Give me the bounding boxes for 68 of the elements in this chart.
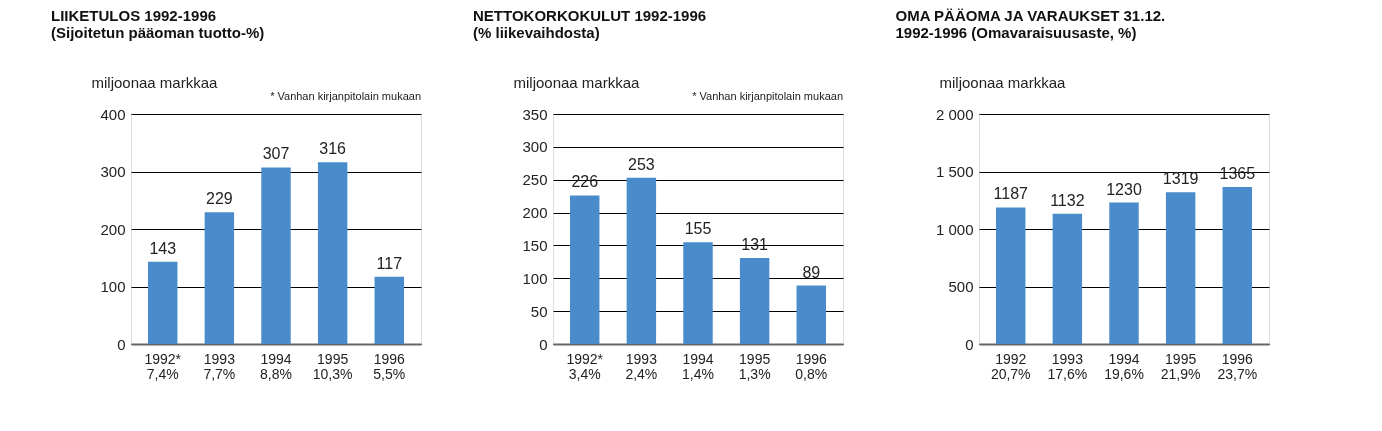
text: * Vanhan kirjanpitolain mukaan	[692, 90, 843, 102]
data-label: 1187	[993, 185, 1029, 203]
data-label: 1230	[1106, 180, 1142, 198]
bar	[683, 242, 713, 344]
x-tick-label: 1996 0,8%	[795, 350, 828, 382]
y-tick-label: 400	[100, 105, 126, 123]
y-axis-title: miljoonaa markkaa	[939, 73, 1067, 91]
x-tick-label: 1993 17,6%	[1047, 350, 1088, 382]
x-tick-label: 1992 20,7%	[990, 350, 1031, 382]
bar	[1052, 213, 1083, 344]
y-tick-label: 1 500	[935, 163, 974, 180]
x-tick-label: 1994 19,6%	[1104, 350, 1144, 382]
bar	[317, 162, 348, 344]
y-tick-label: 0	[539, 335, 548, 353]
x-tick-label: 1996 23,7%	[1217, 350, 1258, 382]
y-tick-label: 250	[522, 171, 548, 189]
bar	[147, 261, 178, 344]
data-label: 143	[149, 239, 177, 257]
data-label: 1319	[1162, 170, 1199, 188]
bar	[626, 177, 657, 344]
bar	[1165, 192, 1196, 344]
y-tick-label: 200	[522, 204, 548, 222]
y-tick-label: 0	[965, 335, 974, 353]
bar	[204, 212, 235, 344]
x-tick-label: 1993 2,4%	[625, 350, 658, 382]
y-tick-label: 0	[117, 335, 126, 353]
y-tick-label: 150	[522, 236, 548, 254]
data-label: 316	[319, 140, 347, 158]
bar	[261, 167, 291, 344]
data-label: 89	[802, 263, 821, 281]
y-axis-title: miljoonaa markkaa	[91, 73, 219, 91]
data-label: 117	[376, 254, 403, 272]
bar	[739, 257, 770, 344]
x-tick-label: 1994 1,4%	[682, 350, 714, 382]
bar	[1109, 202, 1139, 344]
y-tick-label: 1 000	[935, 220, 974, 238]
x-tick-label: 1992* 3,4%	[566, 350, 604, 382]
bar	[995, 207, 1026, 344]
x-tick-label: 1996 5,5%	[373, 350, 406, 382]
x-tick-label: 1995 10,3%	[312, 350, 353, 382]
data-label: 253	[628, 155, 655, 173]
bar	[796, 285, 827, 344]
data-label: 229	[206, 190, 233, 208]
data-label: 1132	[1050, 191, 1085, 209]
x-tick-label: 1993 7,7%	[203, 350, 236, 382]
chart-title: LIIKETULOS 1992-1996 (Sijoitetun pääoman tuotto-%)	[51, 7, 265, 41]
data-label: 307	[262, 145, 290, 163]
y-tick-label: 100	[100, 278, 126, 295]
y-tick-label: 2 000	[935, 105, 974, 123]
y-tick-label: 500	[948, 278, 974, 295]
y-tick-label: 350	[522, 105, 548, 123]
data-label: 155	[684, 220, 712, 238]
x-tick-label: 1992* 7,4%	[144, 350, 182, 382]
chart-title: NETTOKORKOKULUT 1992-1996 (% liikevaihdosta)	[473, 7, 707, 41]
bar	[1222, 187, 1253, 344]
y-tick-label: 300	[522, 138, 548, 156]
y-tick-label: 50	[530, 302, 548, 320]
x-tick-label: 1995 21,9%	[1160, 350, 1201, 382]
chart-title: OMA PÄÄOMA JA VARAUKSET 31.12. 1992-1996 (Omavaraisuusaste, %)	[895, 7, 1166, 41]
x-tick-label: 1995 1,3%	[738, 350, 771, 382]
y-tick-label: 100	[522, 269, 548, 287]
bar	[374, 276, 405, 344]
y-axis-title: miljoonaa markkaa	[513, 73, 641, 91]
bar	[569, 195, 600, 344]
x-tick-label: 1994 8,8%	[260, 350, 292, 382]
text: * Vanhan kirjanpitolain mukaan	[270, 90, 421, 102]
y-tick-label: 300	[100, 163, 126, 180]
y-tick-label: 200	[100, 220, 126, 238]
